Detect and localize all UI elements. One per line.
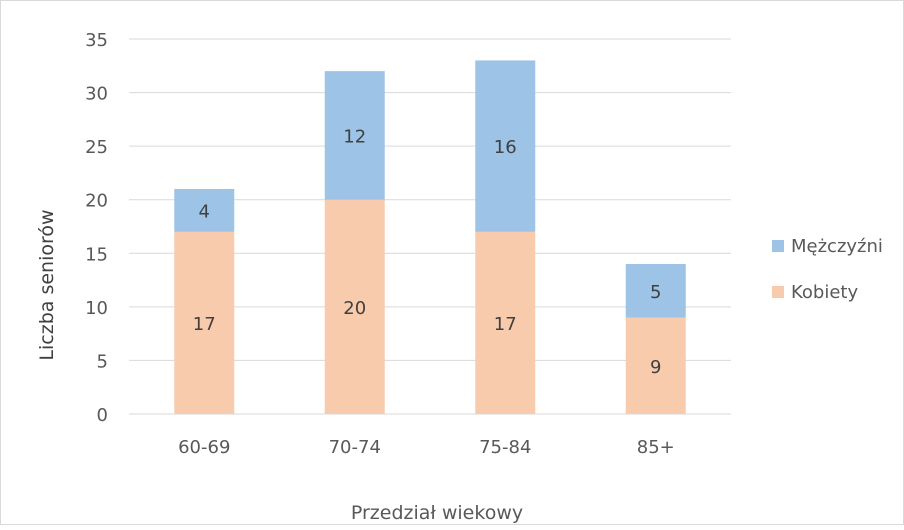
bar-segment [174,231,235,414]
y-tick-labels: 0 5 10 15 20 25 30 35 [85,30,108,426]
bar-segment [324,71,385,200]
x-tick-label: 85+ [637,437,675,458]
data-label: 5 [650,282,661,303]
legend-label: Kobiety [791,282,858,303]
data-label: 4 [199,201,210,222]
bar-segment [174,189,235,232]
bar-segment [625,264,686,318]
legend-label: Mężczyźni [791,236,883,257]
x-tick-label: 75-84 [479,437,531,458]
y-tick-label: 10 [85,298,108,319]
y-tick-label: 15 [85,244,108,265]
x-tick-labels: 60-69 70-74 75-84 85+ [178,437,675,458]
data-label: 17 [494,314,517,335]
x-tick-label: 60-69 [178,437,230,458]
x-axis-title: Przedział wiekowy [351,502,523,524]
legend-swatch [772,240,784,252]
legend-swatch [772,286,784,298]
y-axis-title: Liczba seniorów [36,209,58,360]
data-labels: 17 4 20 12 17 16 9 5 [193,126,662,377]
bar-segment [324,199,385,414]
bar-segment [625,317,686,414]
bar-segment [475,60,536,232]
data-label: 9 [650,357,661,378]
bar-segment [475,231,536,414]
y-tick-label: 20 [85,191,108,212]
data-label: 16 [494,137,517,158]
y-tick-label: 0 [97,405,108,426]
y-tick-label: 5 [97,351,108,372]
data-label: 17 [193,314,216,335]
data-label: 12 [343,126,366,147]
x-tick-label: 70-74 [329,437,381,458]
y-tick-label: 35 [85,30,108,51]
data-label: 20 [343,298,366,319]
legend: Mężczyźni Kobiety [772,236,883,303]
y-tick-label: 30 [85,84,108,105]
y-tick-label: 25 [85,137,108,158]
bars [174,60,686,414]
